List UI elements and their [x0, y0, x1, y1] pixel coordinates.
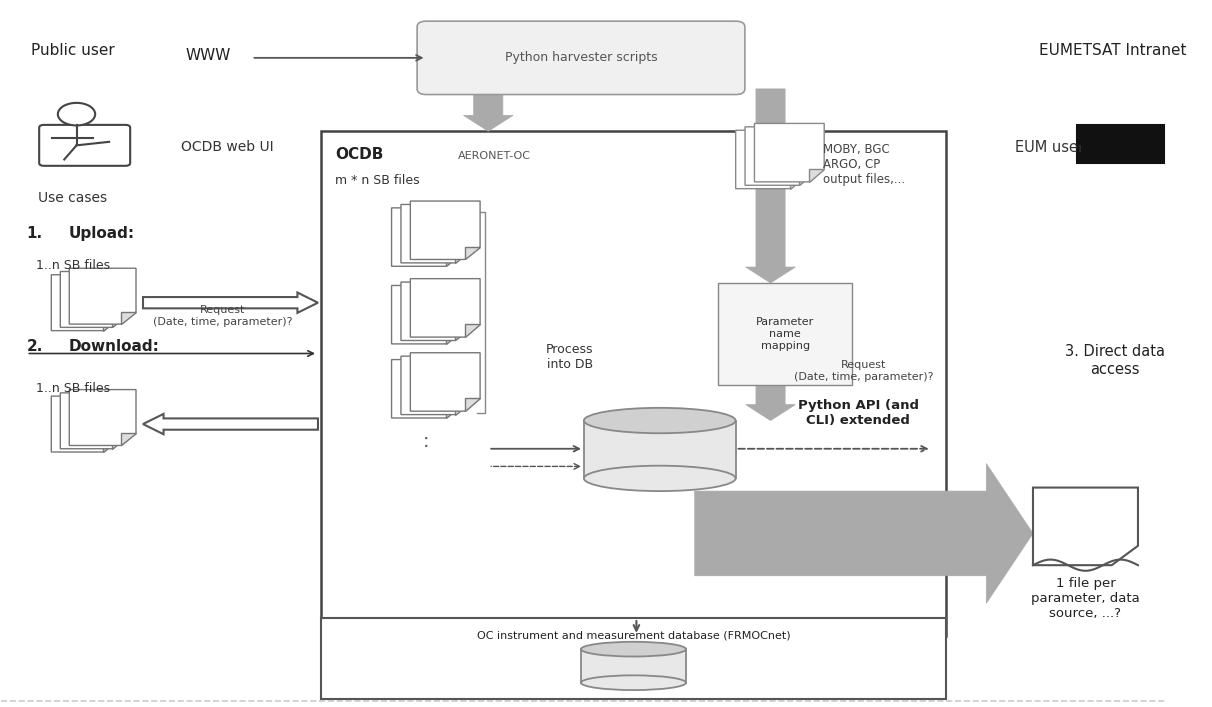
Text: Upload:: Upload:: [68, 226, 135, 241]
Text: MOBY, BGC
ARGO, CP
output files,...: MOBY, BGC ARGO, CP output files,...: [823, 143, 905, 186]
Polygon shape: [745, 184, 795, 283]
Bar: [584, 421, 736, 479]
Text: 1 file per
parameter, data
source, ...?: 1 file per parameter, data source, ...?: [1031, 577, 1139, 620]
Polygon shape: [808, 169, 824, 182]
Polygon shape: [694, 464, 1033, 603]
Polygon shape: [411, 201, 480, 259]
Polygon shape: [745, 89, 795, 182]
Text: 1.: 1.: [27, 226, 42, 241]
Bar: [718, 283, 852, 385]
Polygon shape: [464, 247, 480, 259]
Polygon shape: [754, 124, 824, 182]
Text: Public user: Public user: [32, 42, 115, 57]
Text: OCDB: OCDB: [336, 147, 384, 162]
Ellipse shape: [581, 675, 686, 690]
Ellipse shape: [584, 408, 736, 433]
Polygon shape: [103, 440, 118, 452]
Text: OC instrument and measurement database (FRMOCnet): OC instrument and measurement database (…: [476, 631, 790, 641]
Polygon shape: [103, 318, 118, 331]
Polygon shape: [411, 353, 480, 411]
Polygon shape: [391, 286, 462, 344]
Text: OCDB web UI: OCDB web UI: [182, 141, 274, 154]
Bar: [581, 649, 686, 683]
Polygon shape: [51, 275, 118, 331]
Text: Download:: Download:: [68, 339, 159, 354]
Polygon shape: [790, 176, 806, 189]
Bar: [321, 618, 945, 699]
Text: Request
(Date, time, parameter)?: Request (Date, time, parameter)?: [153, 305, 292, 327]
Text: m * n SB files: m * n SB files: [336, 174, 421, 187]
Polygon shape: [401, 356, 470, 414]
Polygon shape: [456, 327, 470, 341]
Polygon shape: [411, 279, 480, 337]
Polygon shape: [391, 360, 462, 418]
Circle shape: [1077, 127, 1115, 149]
Polygon shape: [446, 253, 462, 267]
Ellipse shape: [584, 466, 736, 491]
Polygon shape: [1033, 488, 1138, 565]
Polygon shape: [69, 268, 136, 324]
Text: EUMETSAT Intranet: EUMETSAT Intranet: [1039, 42, 1187, 57]
Polygon shape: [736, 130, 806, 189]
Text: Use cases: Use cases: [39, 192, 108, 205]
Polygon shape: [456, 402, 470, 414]
Ellipse shape: [581, 642, 686, 657]
Polygon shape: [61, 393, 127, 449]
Polygon shape: [69, 390, 136, 445]
Text: 2.: 2.: [27, 339, 42, 354]
Polygon shape: [121, 312, 136, 324]
FancyBboxPatch shape: [39, 125, 130, 166]
Polygon shape: [745, 385, 795, 421]
Polygon shape: [401, 282, 470, 341]
Circle shape: [58, 103, 96, 125]
Bar: [321, 132, 945, 636]
Polygon shape: [800, 173, 814, 185]
Polygon shape: [143, 414, 318, 434]
Polygon shape: [61, 271, 127, 327]
Text: Parameter
name
mapping: Parameter name mapping: [756, 317, 814, 351]
Polygon shape: [113, 315, 127, 327]
Polygon shape: [143, 293, 318, 313]
Text: EUM user: EUM user: [1016, 140, 1085, 155]
Text: Process
into DB: Process into DB: [547, 343, 594, 371]
Text: AERONET-OC: AERONET-OC: [458, 151, 531, 161]
Polygon shape: [463, 89, 513, 132]
Polygon shape: [464, 398, 480, 411]
Text: Request
(Date, time, parameter)?: Request (Date, time, parameter)?: [794, 361, 933, 382]
Polygon shape: [401, 204, 470, 263]
Polygon shape: [745, 127, 814, 185]
Text: 3. Direct data
access: 3. Direct data access: [1064, 344, 1165, 377]
Polygon shape: [446, 405, 462, 418]
FancyBboxPatch shape: [417, 21, 745, 95]
Polygon shape: [121, 433, 136, 445]
Polygon shape: [464, 325, 480, 337]
Bar: [1076, 124, 1165, 163]
Text: 1..n SB files: 1..n SB files: [35, 259, 110, 271]
Text: :: :: [423, 432, 430, 451]
Text: WWW: WWW: [185, 48, 231, 63]
Text: Python harvester scripts: Python harvester scripts: [504, 52, 657, 64]
Text: Python API (and
CLI) extended: Python API (and CLI) extended: [797, 399, 919, 428]
Polygon shape: [51, 396, 118, 452]
Polygon shape: [391, 208, 462, 267]
Polygon shape: [446, 331, 462, 344]
Text: 1..n SB files: 1..n SB files: [35, 382, 110, 395]
Polygon shape: [113, 436, 127, 449]
Polygon shape: [456, 250, 470, 263]
